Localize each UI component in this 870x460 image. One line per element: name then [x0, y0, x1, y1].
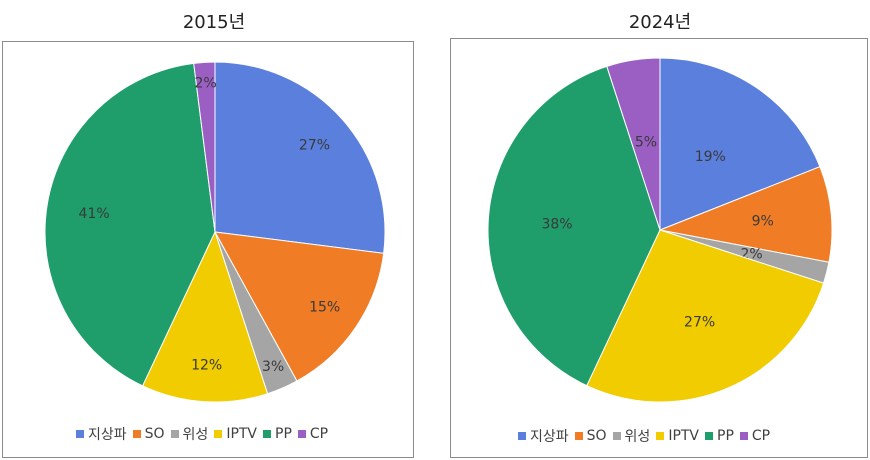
legend-label: PP [717, 428, 734, 444]
legend-swatch [297, 430, 306, 438]
slice-label-1-0: 19% [695, 149, 726, 165]
pie-slice-1-3 [586, 229, 825, 403]
legend-swatch [132, 430, 141, 438]
slice-label-1-3: 27% [684, 315, 715, 331]
legend-swatch [518, 432, 526, 440]
slice-label-1-1: 9% [752, 213, 774, 229]
legend-swatch [76, 430, 84, 438]
slice-label-0-4: 41% [79, 206, 110, 222]
legend-label: 지상파 [88, 427, 127, 443]
legend-item-1-4: PP [705, 428, 734, 444]
legend-swatch [574, 432, 583, 440]
legend-item-0-2: 위성 [170, 424, 209, 444]
pie-slice-1-1 [658, 166, 833, 263]
legend-item-1-1: SO [574, 428, 607, 444]
legend-item-0-1: SO [132, 426, 165, 442]
pie-slice-0-1 [214, 231, 385, 382]
slice-label-0-3: 12% [191, 357, 222, 373]
legend-label: CP [309, 426, 329, 442]
pie-slice-1-5 [606, 57, 661, 231]
legend-label: IPTV [226, 426, 258, 442]
slice-label-0-2: 3% [262, 359, 284, 375]
legend-item-0-4: PP [263, 426, 292, 442]
legend-swatch [263, 430, 272, 438]
legend-label: SO [144, 426, 165, 442]
legend-swatch [705, 432, 714, 440]
slice-label-0-0: 27% [299, 137, 330, 153]
legend-label: SO [586, 428, 607, 444]
legend-2024: 지상파 SO 위성 IPTV PP CP [518, 426, 776, 446]
legend-swatch [739, 432, 748, 440]
pie-slice-0-0 [214, 61, 386, 254]
legend-label: CP [751, 428, 771, 444]
legend-item-0-3: IPTV [214, 426, 257, 442]
legend-item-1-3: IPTV [656, 428, 699, 444]
legend-item-0-0: 지상파 [76, 424, 127, 444]
legend-label: PP [275, 426, 292, 442]
legend-2015: 지상파 SO 위성 IPTV PP CP [76, 424, 334, 444]
pie-slice-0-4 [44, 62, 216, 387]
chart-title-2024: 2024년 [628, 12, 692, 33]
legend-swatch [214, 430, 223, 438]
pie-slice-1-0 [659, 57, 821, 231]
legend-item-1-5: CP [739, 428, 771, 444]
legend-label: IPTV [668, 428, 700, 444]
slice-label-1-5: 5% [635, 135, 657, 151]
legend-label: 위성 [182, 427, 209, 443]
legend-item-0-5: CP [297, 426, 329, 442]
slice-label-0-1: 15% [309, 300, 340, 316]
legend-swatch [170, 430, 179, 438]
legend-swatch [612, 432, 621, 440]
pie-slice-0-5 [193, 61, 216, 233]
legend-item-1-2: 위성 [612, 426, 651, 446]
legend-label: 위성 [624, 429, 651, 445]
slice-label-0-5: 2% [194, 76, 216, 92]
slice-label-1-4: 38% [541, 217, 572, 233]
legend-label: 지상파 [530, 429, 569, 445]
chart-title-2015: 2015년 [182, 12, 246, 33]
pie-slice-1-4 [487, 65, 661, 387]
legend-swatch [656, 432, 665, 440]
legend-item-1-0: 지상파 [518, 426, 569, 446]
pie-slice-0-3 [141, 230, 269, 403]
